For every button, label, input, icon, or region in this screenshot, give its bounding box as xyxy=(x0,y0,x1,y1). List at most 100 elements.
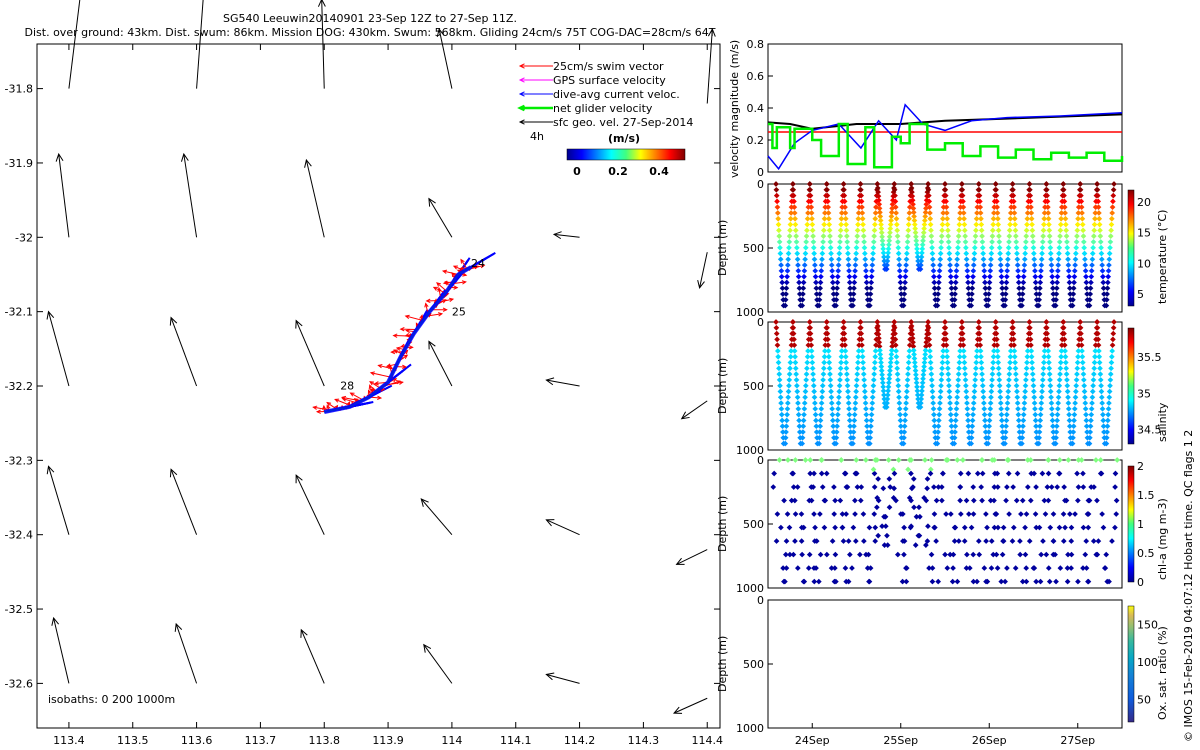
sample-marker xyxy=(920,237,926,244)
sample-marker xyxy=(776,457,783,463)
velocity-ytick-label: 0.4 xyxy=(747,102,765,115)
sample-marker xyxy=(876,205,883,212)
sample-marker xyxy=(880,246,887,252)
sample-marker xyxy=(989,233,996,239)
sample-marker xyxy=(971,250,978,257)
sample-marker xyxy=(1037,423,1043,430)
sample-marker xyxy=(1054,417,1060,424)
sample-marker xyxy=(1058,215,1064,222)
sample-marker xyxy=(1002,578,1008,585)
sample-marker xyxy=(893,210,899,216)
sample-marker xyxy=(1103,434,1110,441)
sample-marker xyxy=(950,565,956,571)
sample-marker xyxy=(830,417,836,424)
sample-marker xyxy=(802,457,809,463)
sample-marker xyxy=(828,388,834,395)
sample-marker xyxy=(1033,423,1039,430)
sample-marker xyxy=(786,371,793,377)
sample-marker xyxy=(914,392,921,398)
sample-marker xyxy=(908,323,915,329)
sample-marker xyxy=(833,291,840,297)
sample-marker xyxy=(820,239,826,245)
sample-marker xyxy=(774,511,781,517)
sample-marker xyxy=(1010,484,1016,490)
depth-tick-label: 0 xyxy=(757,454,764,467)
dive-avg-current-track xyxy=(323,265,473,414)
sample-marker xyxy=(1087,429,1094,435)
sample-marker xyxy=(817,417,824,424)
sample-marker xyxy=(1056,524,1063,531)
sample-marker xyxy=(1086,497,1093,504)
sample-marker xyxy=(997,400,1004,406)
sample-marker xyxy=(1063,221,1069,228)
sample-marker xyxy=(1046,227,1053,234)
sample-marker xyxy=(849,565,855,571)
sample-marker xyxy=(1013,244,1020,251)
sample-marker xyxy=(1009,319,1016,325)
sample-marker xyxy=(811,250,817,257)
sample-marker xyxy=(935,285,942,292)
sample-marker xyxy=(885,457,892,463)
sample-marker xyxy=(1015,268,1021,274)
sample-marker xyxy=(961,365,968,372)
sample-marker xyxy=(1080,233,1087,239)
geostrophic-vector xyxy=(553,233,580,238)
sample-marker xyxy=(827,244,834,251)
sample-marker xyxy=(854,377,860,383)
sample-marker xyxy=(908,181,915,187)
sample-marker xyxy=(836,394,842,401)
sample-marker xyxy=(807,186,813,193)
map-ytick-label: -32.1 xyxy=(5,306,33,319)
sample-marker xyxy=(885,250,891,256)
geostrophic-vector xyxy=(170,469,198,535)
sample-marker xyxy=(1028,342,1034,348)
figure-title: SG540 Leeuwin20140901 23-Sep 12Z to 27-S… xyxy=(223,12,517,25)
sample-marker xyxy=(1047,388,1054,395)
colorbar-tick-label: 1.5 xyxy=(1137,489,1155,502)
sample-marker xyxy=(802,388,809,395)
sample-marker xyxy=(1075,210,1082,216)
sample-marker xyxy=(782,302,789,309)
sample-marker xyxy=(985,302,991,309)
sample-marker xyxy=(823,470,830,477)
sample-marker xyxy=(779,423,786,430)
sample-marker xyxy=(800,524,807,531)
sample-marker xyxy=(994,484,1001,490)
sample-marker xyxy=(920,229,927,236)
sample-marker xyxy=(778,273,785,280)
sample-marker xyxy=(802,394,808,401)
sample-marker xyxy=(925,192,932,199)
sample-marker xyxy=(1100,417,1107,424)
sample-marker xyxy=(1106,388,1113,395)
sample-marker xyxy=(960,336,966,343)
sample-marker xyxy=(1089,400,1095,406)
sample-marker xyxy=(1092,353,1098,360)
map-frame xyxy=(36,43,721,729)
sample-marker xyxy=(862,394,869,401)
sample-marker xyxy=(1021,256,1028,263)
geostrophic-vector-head xyxy=(169,316,178,326)
sample-marker xyxy=(824,192,831,199)
sample-marker xyxy=(812,411,819,418)
sample-marker xyxy=(808,484,815,490)
sample-marker xyxy=(905,227,912,234)
sample-marker xyxy=(851,411,858,418)
sample-marker xyxy=(1033,291,1040,297)
sample-marker xyxy=(912,225,919,232)
sample-marker xyxy=(872,221,878,228)
sample-marker xyxy=(782,440,789,447)
sample-marker xyxy=(944,221,951,228)
sample-marker xyxy=(1082,400,1089,406)
sample-marker xyxy=(834,273,841,280)
swim-vector-head xyxy=(334,398,340,403)
sample-marker xyxy=(1002,434,1009,441)
sample-marker xyxy=(1107,377,1114,383)
sample-marker xyxy=(897,411,903,418)
sample-marker xyxy=(1079,353,1086,360)
sample-marker xyxy=(940,210,947,216)
sample-marker xyxy=(900,538,906,544)
sample-marker xyxy=(874,457,880,463)
sample-marker xyxy=(1043,551,1050,558)
sample-marker xyxy=(1114,457,1120,463)
sample-marker xyxy=(783,417,790,424)
